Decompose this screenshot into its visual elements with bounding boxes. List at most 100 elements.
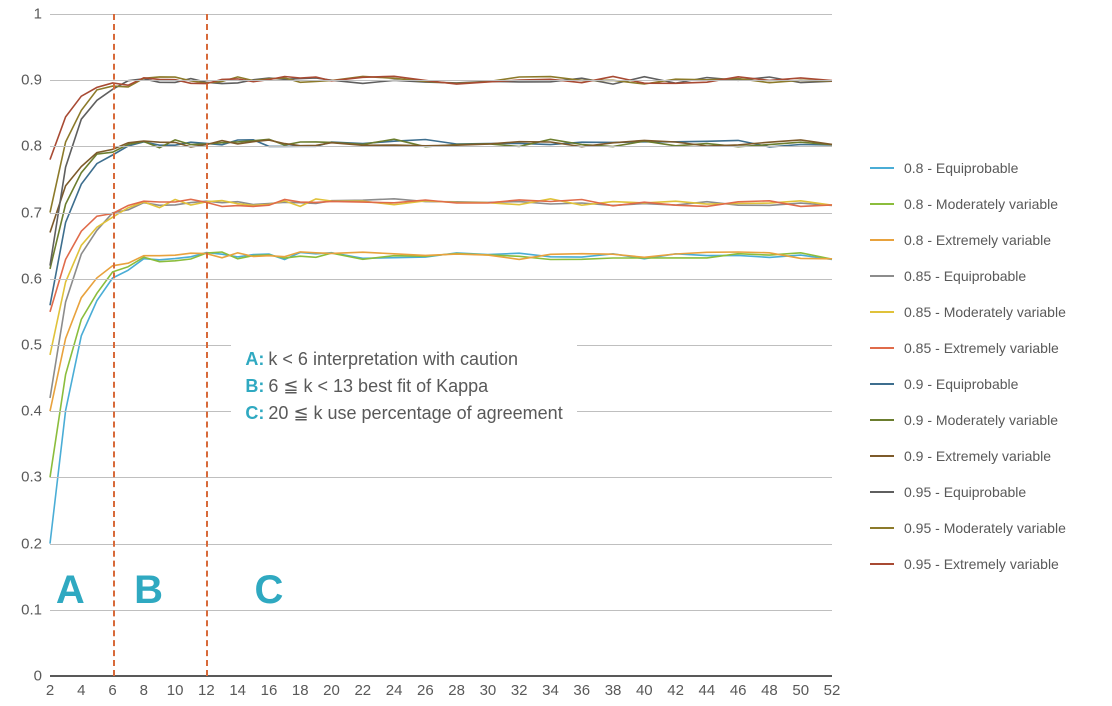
legend-item: 0.95 - Extremely variable	[870, 546, 1100, 582]
region-label: A	[56, 568, 85, 613]
legend-item: 0.9 - Moderately variable	[870, 402, 1100, 438]
gridline	[50, 146, 832, 147]
x-tick-label: 50	[787, 682, 815, 699]
x-tick-label: 30	[474, 682, 502, 699]
region-label: B	[134, 568, 163, 613]
x-tick-label: 36	[568, 682, 596, 699]
series-line	[50, 199, 832, 355]
gridline	[50, 279, 832, 280]
legend-swatch	[870, 563, 894, 565]
legend-swatch	[870, 455, 894, 457]
x-tick-label: 8	[130, 682, 158, 699]
legend-item: 0.9 - Equiprobable	[870, 366, 1100, 402]
x-tick-label: 2	[36, 682, 64, 699]
legend-label: 0.9 - Moderately variable	[904, 412, 1058, 428]
legend-item: 0.85 - Equiprobable	[870, 258, 1100, 294]
note-line: B:6 ≦ k < 13 best fit of Kappa	[245, 373, 562, 400]
legend-swatch	[870, 419, 894, 421]
x-tick-label: 28	[443, 682, 471, 699]
note-text: 6 ≦ k < 13 best fit of Kappa	[268, 376, 488, 396]
x-tick-label: 42	[662, 682, 690, 699]
note-key: B:	[245, 376, 264, 396]
y-tick-label: 0.3	[2, 469, 42, 486]
x-tick-label: 46	[724, 682, 752, 699]
x-tick-label: 44	[693, 682, 721, 699]
legend-swatch	[870, 311, 894, 313]
legend-label: 0.95 - Equiprobable	[904, 484, 1026, 500]
legend-swatch	[870, 203, 894, 205]
y-tick-label: 1	[2, 6, 42, 23]
legend-label: 0.9 - Extremely variable	[904, 448, 1051, 464]
note-text: 20 ≦ k use percentage of agreement	[268, 403, 562, 423]
gridline	[50, 676, 832, 677]
legend-swatch	[870, 527, 894, 529]
x-tick-label: 22	[349, 682, 377, 699]
x-tick-label: 52	[818, 682, 846, 699]
gridline	[50, 610, 832, 611]
note-line: C:20 ≦ k use percentage of agreement	[245, 400, 562, 427]
note-line: A:k < 6 interpretation with caution	[245, 346, 562, 373]
y-tick-label: 0.5	[2, 337, 42, 354]
series-line	[50, 77, 832, 266]
legend-item: 0.85 - Moderately variable	[870, 294, 1100, 330]
legend-swatch	[870, 275, 894, 277]
legend-swatch	[870, 167, 894, 169]
x-tick-label: 24	[380, 682, 408, 699]
x-tick-label: 10	[161, 682, 189, 699]
legend-label: 0.85 - Extremely variable	[904, 340, 1059, 356]
legend-label: 0.8 - Extremely variable	[904, 232, 1051, 248]
note-text: k < 6 interpretation with caution	[268, 349, 518, 369]
series-line	[50, 140, 832, 233]
legend-swatch	[870, 239, 894, 241]
chart-area: 00.10.20.30.40.50.60.70.80.9124681012141…	[50, 14, 832, 676]
x-tick-label: 4	[67, 682, 95, 699]
legend-swatch	[870, 383, 894, 385]
legend-item: 0.95 - Moderately variable	[870, 510, 1100, 546]
note-key: A:	[245, 349, 264, 369]
gridline	[50, 213, 832, 214]
legend-item: 0.95 - Equiprobable	[870, 474, 1100, 510]
legend-swatch	[870, 347, 894, 349]
region-divider	[113, 14, 115, 676]
gridline	[50, 544, 832, 545]
legend-label: 0.8 - Equiprobable	[904, 160, 1018, 176]
plot-area: 00.10.20.30.40.50.60.70.80.9124681012141…	[50, 14, 832, 676]
legend-label: 0.9 - Equiprobable	[904, 376, 1018, 392]
legend-item: 0.8 - Extremely variable	[870, 222, 1100, 258]
region-label: C	[255, 568, 284, 613]
series-line	[50, 140, 832, 306]
legend-label: 0.85 - Equiprobable	[904, 268, 1026, 284]
y-tick-label: 0.2	[2, 535, 42, 552]
x-tick-label: 18	[286, 682, 314, 699]
x-tick-label: 38	[599, 682, 627, 699]
legend-item: 0.8 - Moderately variable	[870, 186, 1100, 222]
y-tick-label: 0.1	[2, 601, 42, 618]
x-tick-label: 40	[630, 682, 658, 699]
x-tick-label: 48	[755, 682, 783, 699]
y-tick-label: 0.7	[2, 204, 42, 221]
x-tick-label: 16	[255, 682, 283, 699]
gridline	[50, 14, 832, 15]
y-tick-label: 0.6	[2, 270, 42, 287]
note-key: C:	[245, 403, 264, 423]
x-tick-label: 32	[505, 682, 533, 699]
region-divider	[206, 14, 208, 676]
gridline	[50, 80, 832, 81]
y-tick-label: 0.8	[2, 138, 42, 155]
legend-swatch	[870, 491, 894, 493]
x-tick-label: 12	[192, 682, 220, 699]
legend-label: 0.95 - Moderately variable	[904, 520, 1066, 536]
gridline	[50, 477, 832, 478]
interpretation-note: A:k < 6 interpretation with cautionB:6 ≦…	[231, 338, 576, 435]
x-tick-label: 6	[99, 682, 127, 699]
y-tick-label: 0.4	[2, 403, 42, 420]
x-tick-label: 14	[224, 682, 252, 699]
x-tick-label: 20	[318, 682, 346, 699]
legend: 0.8 - Equiprobable 0.8 - Moderately varia…	[870, 150, 1100, 582]
legend-item: 0.9 - Extremely variable	[870, 438, 1100, 474]
legend-item: 0.85 - Extremely variable	[870, 330, 1100, 366]
x-tick-label: 26	[411, 682, 439, 699]
legend-item: 0.8 - Equiprobable	[870, 150, 1100, 186]
legend-label: 0.85 - Moderately variable	[904, 304, 1066, 320]
legend-label: 0.95 - Extremely variable	[904, 556, 1059, 572]
